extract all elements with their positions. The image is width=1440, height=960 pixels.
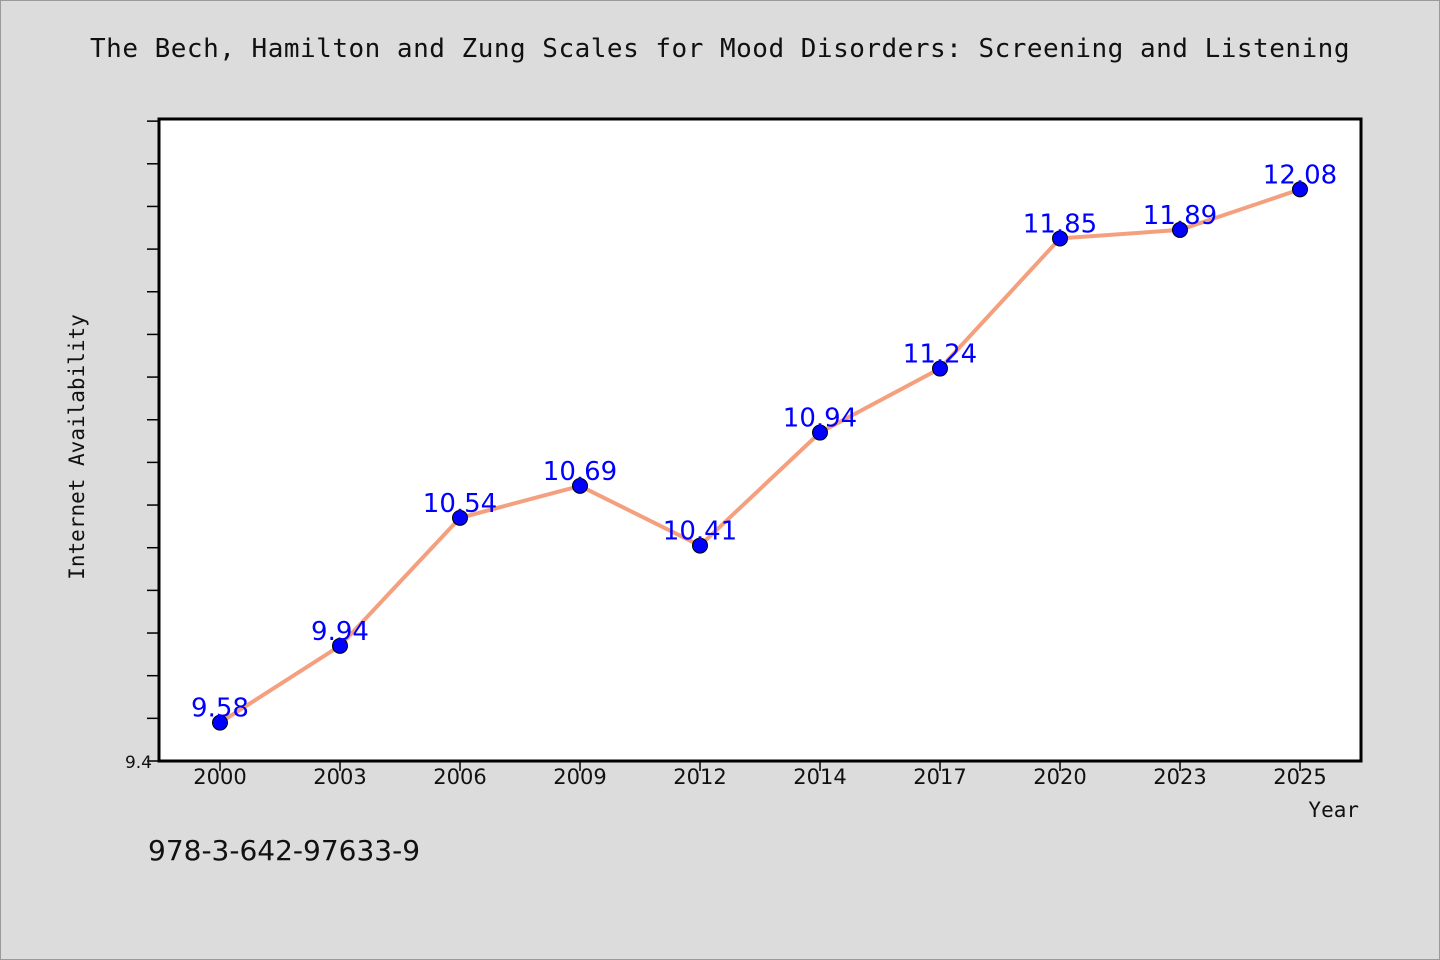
data-point bbox=[812, 424, 828, 441]
data-markers bbox=[212, 181, 1308, 731]
x-axis-title: Year bbox=[1308, 798, 1359, 822]
x-tick-label: 2003 bbox=[313, 765, 366, 789]
data-point bbox=[452, 509, 468, 526]
data-label: 10.94 bbox=[783, 404, 857, 434]
data-point bbox=[692, 537, 708, 554]
x-tick-labels: 2000 2003 2006 2009 2012 2014 2017 2020 2023 2025 bbox=[193, 765, 1326, 789]
y-tick-label: 9.4 bbox=[125, 753, 152, 773]
data-label: 10.69 bbox=[543, 457, 617, 487]
x-tick-label: 2025 bbox=[1273, 765, 1326, 789]
data-labels: 9.58 9.94 10.54 10.69 10.41 10.94 11.24 11.85 11… bbox=[191, 160, 1337, 723]
data-label: 10.54 bbox=[423, 489, 497, 519]
x-tick-label: 2020 bbox=[1033, 765, 1086, 789]
y-tick-labels: 9.4 bbox=[125, 753, 152, 773]
isbn-text: 978-3-642-97633-9 bbox=[148, 834, 421, 867]
y-axis-title: Internet Availability bbox=[65, 314, 89, 580]
data-point bbox=[932, 360, 948, 377]
data-point bbox=[1292, 181, 1308, 198]
data-label: 10.41 bbox=[663, 517, 737, 547]
data-point bbox=[212, 714, 228, 731]
data-label: 12.08 bbox=[1263, 160, 1337, 190]
data-label: 11.89 bbox=[1143, 201, 1217, 231]
data-label: 9.58 bbox=[191, 694, 249, 724]
x-tick-label: 2006 bbox=[433, 765, 486, 789]
x-tick-label: 2017 bbox=[913, 765, 966, 789]
x-axis-ticks bbox=[219, 761, 1301, 771]
data-point bbox=[572, 477, 588, 494]
data-point bbox=[1172, 221, 1188, 238]
chart-title: The Bech, Hamilton and Zung Scales for M… bbox=[90, 34, 1350, 64]
plot-area bbox=[157, 117, 1363, 763]
data-label: 11.85 bbox=[1023, 209, 1097, 239]
x-tick-label: 2023 bbox=[1153, 765, 1206, 789]
data-label: 11.24 bbox=[903, 340, 977, 370]
x-tick-label: 2012 bbox=[673, 765, 726, 789]
y-axis-ticks bbox=[147, 120, 159, 762]
series-line bbox=[218, 187, 1302, 725]
x-tick-label: 2009 bbox=[553, 765, 606, 789]
x-tick-label: 2000 bbox=[193, 765, 246, 789]
data-label: 9.94 bbox=[311, 617, 369, 647]
data-point bbox=[1052, 230, 1068, 247]
data-point bbox=[332, 637, 348, 654]
x-tick-label: 2014 bbox=[793, 765, 846, 789]
